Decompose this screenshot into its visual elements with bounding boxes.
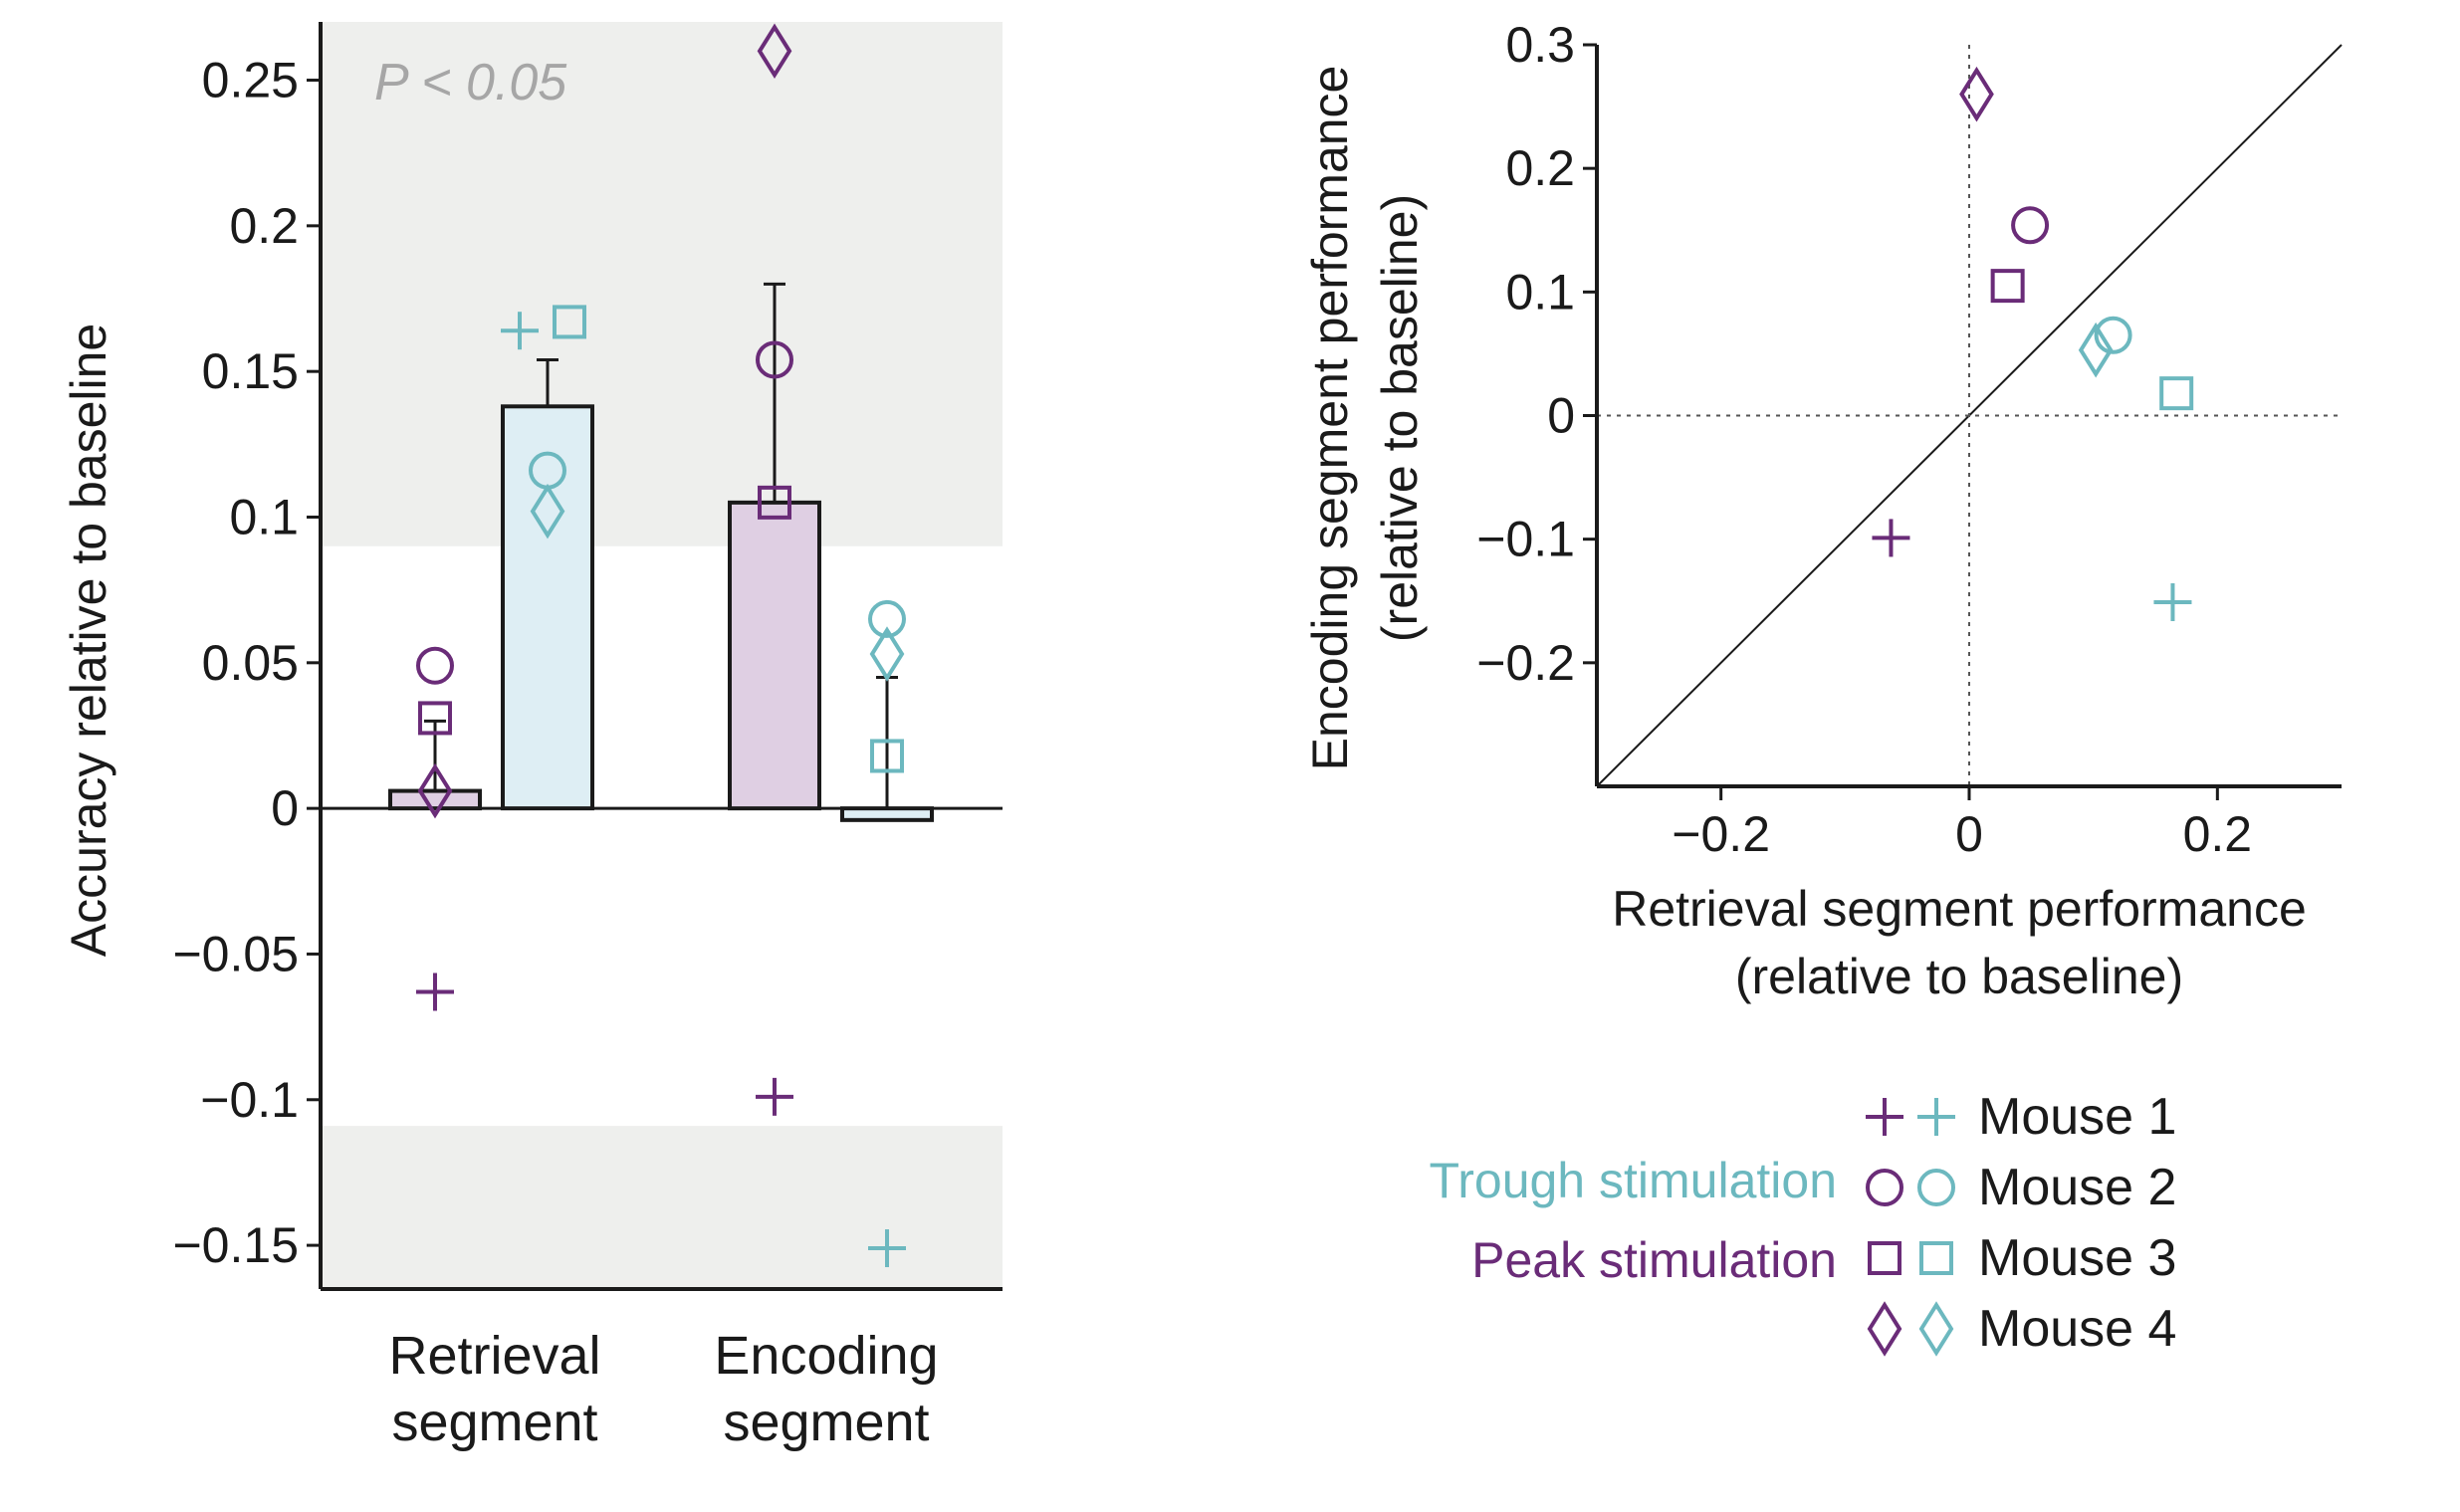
- legend: Trough stimulation Peak stimulation Mous…: [1430, 1088, 2177, 1358]
- legend-label-mouse-2: Mouse 2: [1978, 1159, 2176, 1216]
- legend-trough-diamond-icon: [1918, 1301, 1954, 1357]
- point-0-0-mouse-2: [416, 646, 454, 685]
- group-label-0-line2: segment: [391, 1393, 597, 1452]
- bars: Retrieval segment Encoding segment: [388, 282, 939, 1452]
- point-0-0-mouse-4: [417, 762, 453, 819]
- scatter-x-tick-label-1: 0: [1955, 806, 1983, 862]
- y-tick-label-6: −0.05: [172, 926, 299, 981]
- scatter-x-tick-label-0: −0.2: [1672, 806, 1770, 862]
- y-tick-label-1: 0.2: [229, 198, 299, 254]
- point-0-1-mouse-4: [530, 483, 565, 540]
- y-tick-label-2: 0.15: [202, 343, 299, 399]
- y-tick-label-3: 0.1: [229, 489, 299, 544]
- point-0-1-mouse-3: [553, 305, 586, 339]
- bar-0-0: [388, 788, 482, 811]
- legend-peak-square-icon: [1868, 1241, 1901, 1275]
- y-axis-label-line1: Encoding segment performance: [1302, 66, 1358, 771]
- scatter-point-trough-mouse-2: [2094, 316, 2132, 354]
- legend-trough-circle-icon: [1917, 1169, 1955, 1206]
- legend-peak-diamond-icon: [1867, 1301, 1902, 1357]
- bar-chart-axes: 0.25 0.2 0.15 0.1 0.05 0 −0.05 −0.1 −0.15: [172, 22, 1003, 1291]
- point-1-0-mouse-1: [756, 1077, 793, 1116]
- legend-peak-label: Peak stimulation: [1471, 1232, 1837, 1288]
- point-1-1-mouse-2: [868, 599, 906, 638]
- scatter-y-tick-label-1: 0.2: [1505, 140, 1575, 196]
- point-0-1-mouse-1: [501, 312, 539, 350]
- scatter-y-tick-label-2: 0.1: [1505, 264, 1575, 320]
- point-1-1-mouse-4: [869, 626, 905, 682]
- legend-peak-plus-icon: [1866, 1098, 1903, 1136]
- point-0-0-mouse-1: [416, 972, 454, 1011]
- significance-label: P < 0.05: [374, 54, 567, 111]
- group-label-1-line1: Encoding: [714, 1326, 938, 1386]
- scatter-point-trough-mouse-4: [2078, 322, 2114, 378]
- scatter-chart-performance: 0.3 0.2 0.1 0 −0.1 −0.2 −0.2 0 0.2 Retrieval seg…: [1302, 17, 2343, 1004]
- bar-1-1: [840, 806, 934, 822]
- scatter-point-peak-mouse-3: [1990, 269, 2025, 304]
- x-axis-label-line2: (relative to baseline): [1735, 949, 2183, 1004]
- scatter-y-tick-label-3: 0: [1547, 388, 1575, 444]
- point-1-0-mouse-4: [757, 23, 792, 80]
- point-1-1-mouse-1: [868, 1229, 906, 1268]
- significance-band-upper: [321, 22, 1003, 546]
- y-tick-label-4: 0.05: [202, 635, 299, 691]
- scatter-point-trough-mouse-3: [2159, 376, 2194, 411]
- bar-chart-points: [416, 23, 906, 1268]
- significance-text: P < 0.05: [374, 54, 567, 111]
- scatter-x-tick-label-2: 0.2: [2183, 806, 2253, 862]
- scatter-point-peak-mouse-4: [1959, 66, 1994, 122]
- y-tick-label-8: −0.15: [172, 1217, 299, 1273]
- scatter-chart-points: [1872, 66, 2194, 621]
- y-tick-label-7: −0.1: [200, 1072, 299, 1128]
- legend-trough-square-icon: [1919, 1241, 1953, 1275]
- point-1-1-mouse-3: [870, 739, 904, 773]
- scatter-point-peak-mouse-2: [2011, 206, 2050, 245]
- bar-1-0: [728, 500, 821, 811]
- y-tick-label-5: 0: [271, 780, 299, 836]
- group-label-1-line2: segment: [723, 1393, 929, 1452]
- significance-bands: [321, 22, 1003, 1289]
- x-axis-label-line1: Retrieval segment performance: [1612, 881, 2307, 937]
- scatter-y-tick-label-4: −0.1: [1476, 512, 1575, 567]
- point-0-0-mouse-3: [418, 701, 452, 736]
- scatter-y-tick-label-5: −0.2: [1476, 635, 1575, 691]
- legend-label-mouse-4: Mouse 4: [1978, 1300, 2176, 1358]
- significance-band-lower: [321, 1126, 1003, 1289]
- point-1-0-mouse-3: [758, 485, 791, 520]
- legend-label-mouse-3: Mouse 3: [1978, 1229, 2176, 1287]
- group-label-0-line1: Retrieval: [388, 1326, 600, 1386]
- scatter-point-peak-mouse-1: [1872, 519, 1910, 557]
- bar-chart-accuracy: P < 0.05 Retrieval segment Encoding segment…: [61, 22, 1003, 1452]
- bar-0-1: [501, 404, 594, 811]
- point-1-0-mouse-2: [756, 340, 793, 379]
- scatter-chart-axes: 0.3 0.2 0.1 0 −0.1 −0.2 −0.2 0 0.2: [1476, 17, 2343, 862]
- legend-trough-label: Trough stimulation: [1430, 1153, 1837, 1208]
- legend-label-mouse-1: Mouse 1: [1978, 1088, 2176, 1146]
- y-axis-label: Accuracy relative to baseline: [61, 324, 116, 957]
- legend-peak-circle-icon: [1866, 1169, 1903, 1206]
- scatter-y-tick-label-0: 0.3: [1505, 17, 1575, 73]
- legend-rows: Mouse 1 Mouse 2 Mouse 3 Mouse 4: [1866, 1088, 2176, 1358]
- y-axis-label-line2: (relative to baseline): [1372, 194, 1428, 642]
- scatter-point-trough-mouse-1: [2153, 582, 2192, 621]
- legend-trough-plus-icon: [1917, 1098, 1955, 1136]
- y-tick-label-0: 0.25: [202, 53, 299, 108]
